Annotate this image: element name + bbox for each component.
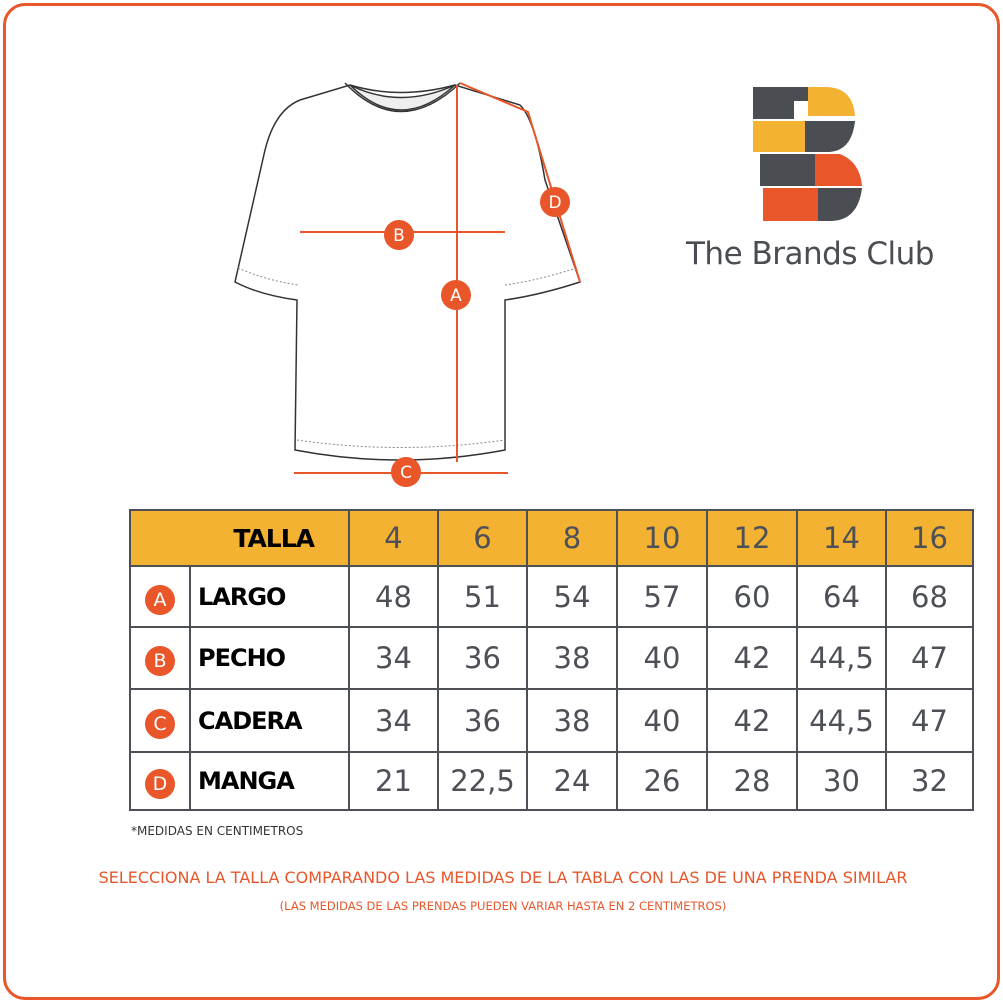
page-frame xyxy=(3,3,1000,1000)
measure-value: 38 xyxy=(526,626,618,690)
measure-name: CADERA xyxy=(189,688,350,753)
measure-value: 68 xyxy=(885,565,974,628)
size-table: TALLA 4 6 8 10 12 14 16 A LARGO 48 51 54 57 60… xyxy=(129,509,974,811)
measure-value: 22,5 xyxy=(437,751,528,811)
measure-value: 48 xyxy=(348,565,439,628)
measure-value: 36 xyxy=(437,626,528,690)
measure-value: 44,5 xyxy=(796,626,887,690)
measure-value: 60 xyxy=(706,565,798,628)
measure-value: 21 xyxy=(348,751,439,811)
table-row: D MANGA 21 22,5 24 26 28 30 32 xyxy=(129,751,974,811)
size-header: 12 xyxy=(706,509,798,567)
sizing-disclaimer: (LAS MEDIDAS DE LAS PRENDAS PUEDEN VARIA… xyxy=(279,899,727,913)
svg-text:C: C xyxy=(400,463,412,483)
marker-a-icon xyxy=(441,280,471,310)
marker-cell: C xyxy=(129,688,191,753)
marker-c-icon: C xyxy=(145,708,175,739)
sizing-advice: SELECCIONA LA TALLA COMPARANDO LAS MEDID… xyxy=(98,868,908,887)
measure-name: LARGO xyxy=(189,565,350,628)
measure-value: 36 xyxy=(437,688,528,753)
marker-cell: A xyxy=(129,565,191,628)
measure-value: 26 xyxy=(616,751,708,811)
tshirt-outline xyxy=(234,84,581,461)
tshirt-diagram: A B C D xyxy=(234,82,581,487)
svg-text:D: D xyxy=(548,193,561,213)
table-row: A LARGO 48 51 54 57 60 64 68 xyxy=(129,565,974,628)
marker-b-icon xyxy=(384,220,414,250)
measure-value: 24 xyxy=(526,751,618,811)
header-talla: TALLA xyxy=(129,509,350,567)
table-row: B PECHO 34 36 38 40 42 44,5 47 xyxy=(129,626,974,690)
size-header: 16 xyxy=(885,509,974,567)
brand-logo-icon xyxy=(753,87,862,221)
table-row: C CADERA 34 36 38 40 42 44,5 47 xyxy=(129,688,974,753)
size-header: 8 xyxy=(526,509,618,567)
svg-text:A: A xyxy=(450,286,462,306)
measure-line-d xyxy=(459,82,581,283)
size-header: 14 xyxy=(796,509,887,567)
measure-value: 54 xyxy=(526,565,618,628)
measure-value: 51 xyxy=(437,565,528,628)
measure-value: 30 xyxy=(796,751,887,811)
size-header: 4 xyxy=(348,509,439,567)
measure-value: 34 xyxy=(348,626,439,690)
measure-value: 40 xyxy=(616,626,708,690)
measure-value: 57 xyxy=(616,565,708,628)
brand-name: The Brands Club xyxy=(686,236,934,272)
measure-value: 28 xyxy=(706,751,798,811)
size-header: 10 xyxy=(616,509,708,567)
measure-value: 47 xyxy=(885,626,974,690)
measure-name: PECHO xyxy=(189,626,350,690)
measure-value: 40 xyxy=(616,688,708,753)
measure-name: MANGA xyxy=(189,751,350,811)
measure-value: 34 xyxy=(348,688,439,753)
measure-value: 44,5 xyxy=(796,688,887,753)
table-header-row: TALLA 4 6 8 10 12 14 16 xyxy=(129,509,974,567)
marker-b-icon: B xyxy=(145,646,175,676)
units-note: *MEDIDAS EN CENTIMETROS xyxy=(131,824,304,838)
marker-a-icon: A xyxy=(145,584,175,615)
measure-value: 42 xyxy=(706,626,798,690)
measure-value: 47 xyxy=(885,688,974,753)
measure-value: 64 xyxy=(796,565,887,628)
marker-cell: D xyxy=(129,751,191,811)
marker-c-icon xyxy=(391,457,421,487)
marker-d-icon: D xyxy=(145,769,175,799)
marker-d-icon xyxy=(540,187,570,217)
svg-text:B: B xyxy=(393,226,405,246)
measure-value: 32 xyxy=(885,751,974,811)
measure-value: 38 xyxy=(526,688,618,753)
measure-value: 42 xyxy=(706,688,798,753)
size-header: 6 xyxy=(437,509,528,567)
marker-cell: B xyxy=(129,626,191,690)
